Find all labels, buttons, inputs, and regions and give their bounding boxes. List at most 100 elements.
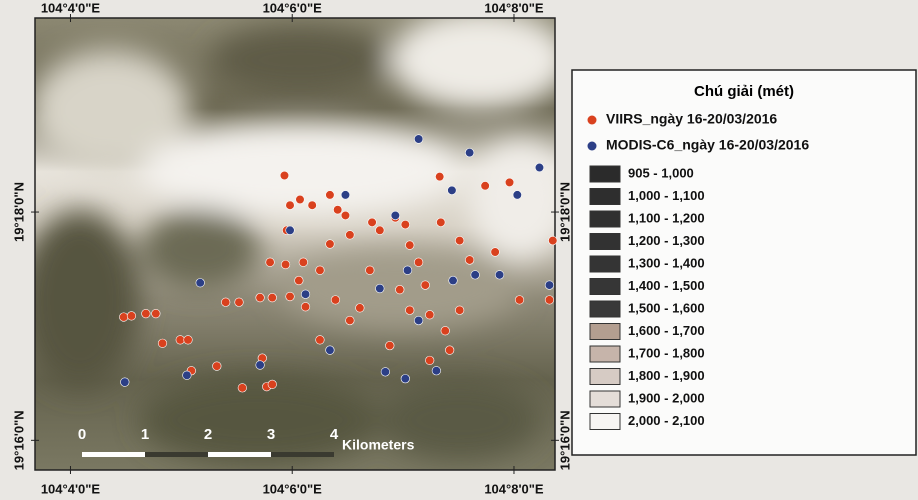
fire-point bbox=[295, 276, 304, 285]
legend-swatch bbox=[590, 279, 620, 295]
legend-box bbox=[572, 70, 916, 455]
legend-class-label: 1,200 - 1,300 bbox=[628, 233, 705, 248]
fire-point bbox=[445, 346, 454, 355]
fire-point bbox=[495, 271, 504, 280]
fire-point bbox=[221, 298, 230, 307]
fire-point bbox=[376, 226, 385, 235]
legend-swatch bbox=[590, 166, 620, 182]
fire-point bbox=[381, 368, 390, 377]
fire-point bbox=[515, 296, 524, 305]
fire-point bbox=[308, 201, 317, 210]
fire-point bbox=[235, 298, 244, 307]
x-tick-label: 104°6'0"E bbox=[263, 481, 323, 496]
fire-point bbox=[368, 218, 377, 227]
fire-point bbox=[403, 266, 412, 275]
y-tick-label: 19°16'0"N bbox=[557, 410, 572, 470]
scale-segment bbox=[208, 452, 271, 457]
fire-point bbox=[376, 284, 385, 293]
fire-point bbox=[299, 258, 308, 267]
fire-point bbox=[238, 384, 247, 393]
fire-point bbox=[266, 258, 275, 267]
legend-swatch bbox=[590, 301, 620, 317]
legend-class-label: 1,400 - 1,500 bbox=[628, 278, 705, 293]
fire-point bbox=[326, 191, 335, 200]
fire-point bbox=[296, 195, 305, 204]
legend-class-label: 1,300 - 1,400 bbox=[628, 255, 705, 270]
fire-point bbox=[301, 290, 310, 299]
terrain bbox=[20, 10, 570, 470]
legend-class-label: 905 - 1,000 bbox=[628, 165, 694, 180]
fire-point bbox=[391, 211, 400, 220]
fire-point bbox=[121, 378, 130, 387]
fire-point bbox=[505, 178, 514, 187]
legend-marker bbox=[588, 116, 597, 125]
fire-point bbox=[448, 186, 457, 195]
fire-point bbox=[183, 371, 192, 380]
scale-segment bbox=[145, 452, 208, 457]
fire-point bbox=[395, 285, 404, 294]
fire-point bbox=[465, 148, 474, 157]
y-tick-label: 19°16'0"N bbox=[11, 410, 26, 470]
fire-point bbox=[316, 266, 325, 275]
fire-point bbox=[152, 309, 161, 318]
legend-class-label: 1,500 - 1,600 bbox=[628, 300, 705, 315]
fire-point bbox=[401, 374, 410, 383]
legend-marker bbox=[588, 142, 597, 151]
fire-point bbox=[346, 231, 355, 240]
fire-point bbox=[256, 361, 265, 370]
legend-swatch bbox=[590, 211, 620, 227]
legend-swatch bbox=[590, 324, 620, 340]
fire-point bbox=[425, 310, 434, 319]
fire-point bbox=[455, 306, 464, 315]
x-tick-label: 104°6'0"E bbox=[263, 0, 323, 15]
y-tick-label: 19°18'0"N bbox=[557, 182, 572, 242]
fire-point bbox=[184, 336, 193, 345]
fire-point bbox=[414, 316, 423, 325]
fire-point bbox=[316, 336, 325, 345]
fire-point bbox=[414, 135, 423, 144]
fire-point bbox=[333, 205, 342, 214]
fire-point bbox=[441, 326, 450, 335]
fire-point bbox=[280, 171, 289, 180]
fire-point bbox=[341, 211, 350, 220]
x-tick-label: 104°8'0"E bbox=[484, 0, 544, 15]
fire-point bbox=[366, 266, 375, 275]
fire-point bbox=[196, 279, 205, 288]
fire-point bbox=[385, 341, 394, 350]
legend-swatch bbox=[590, 346, 620, 362]
legend-label: VIIRS_ngày 16-20/03/2016 bbox=[606, 111, 777, 127]
fire-point bbox=[127, 312, 136, 321]
fire-point bbox=[256, 293, 265, 302]
scale-label: 2 bbox=[204, 426, 212, 443]
legend-class-label: 1,600 - 1,700 bbox=[628, 323, 705, 338]
fire-point bbox=[286, 201, 295, 210]
fire-point bbox=[414, 258, 423, 267]
fire-point bbox=[465, 256, 474, 265]
fire-point bbox=[491, 248, 500, 257]
fire-point bbox=[268, 380, 277, 389]
fire-point bbox=[268, 293, 277, 302]
scale-label: 3 bbox=[267, 426, 275, 443]
fire-point bbox=[432, 366, 441, 375]
fire-point bbox=[548, 236, 557, 245]
x-tick-label: 104°4'0"E bbox=[41, 481, 101, 496]
fire-point bbox=[326, 346, 335, 355]
fire-point bbox=[435, 172, 444, 181]
fire-point bbox=[301, 302, 310, 311]
x-tick-label: 104°8'0"E bbox=[484, 481, 544, 496]
scale-unit: Kilometers bbox=[342, 437, 415, 453]
page: Chú giải (mét) 104°4'0"E104°4'0"E104°6'0… bbox=[0, 0, 918, 500]
scale-label: 1 bbox=[141, 426, 149, 443]
legend-label: MODIS-C6_ngày 16-20/03/2016 bbox=[606, 137, 809, 153]
fire-point bbox=[341, 191, 350, 200]
legend-class-label: 2,000 - 2,100 bbox=[628, 413, 705, 428]
legend-swatch bbox=[590, 414, 620, 430]
scale-label: 0 bbox=[78, 426, 86, 443]
fire-point bbox=[142, 309, 151, 318]
fire-point bbox=[176, 336, 185, 345]
fire-point bbox=[401, 220, 410, 229]
fire-point bbox=[455, 236, 464, 245]
legend-class-label: 1,000 - 1,100 bbox=[628, 188, 705, 203]
fire-point bbox=[326, 240, 335, 249]
fire-point bbox=[513, 191, 522, 200]
